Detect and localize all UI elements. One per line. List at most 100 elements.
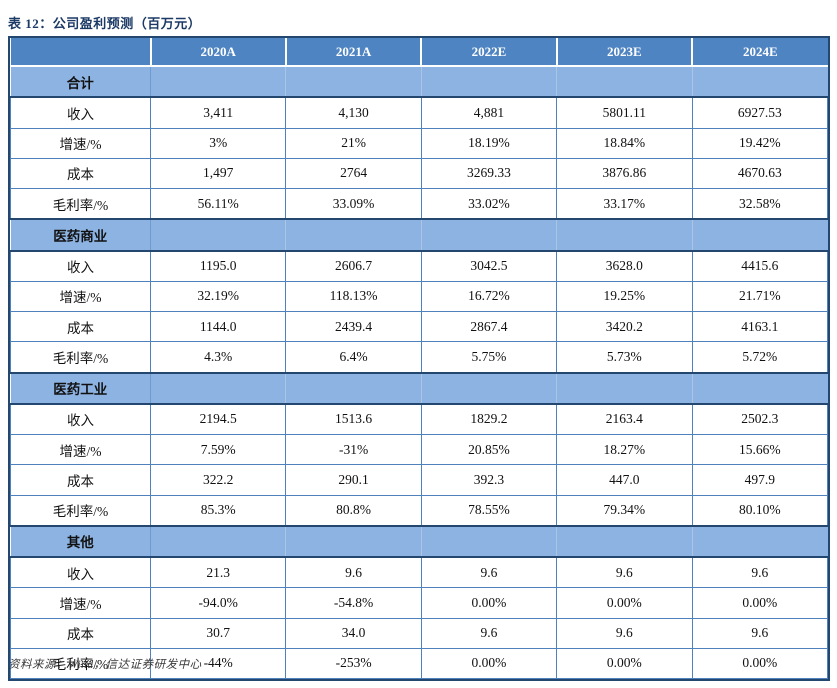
header-cell-2021a: 2021A — [285, 38, 423, 67]
row-label: 收入 — [10, 403, 151, 435]
section-fill-cell — [692, 218, 828, 252]
cell-value: 322.2 — [149, 464, 287, 496]
cell-value: 4.3% — [149, 341, 287, 373]
cell-value: 4415.6 — [691, 250, 829, 282]
header-cell-2022e: 2022E — [421, 38, 558, 67]
section-fill-cell — [692, 64, 828, 99]
cell-value: 1144.0 — [149, 310, 287, 343]
cell-value: 6927.53 — [691, 96, 829, 129]
cell-value: 2502.3 — [691, 403, 829, 435]
header-cell-2024e: 2024E — [692, 38, 828, 67]
section-row: 合计 — [10, 64, 828, 99]
row-label: 毛利率/% — [10, 341, 151, 373]
section-row: 其他 — [10, 524, 828, 559]
row-label: 收入 — [10, 556, 151, 589]
cell-value: 0.00% — [420, 647, 558, 680]
cell-value: 80.10% — [691, 494, 829, 527]
header-cell-2020a: 2020A — [150, 38, 287, 67]
cell-value: 5.72% — [691, 341, 829, 373]
cell-value: 79.34% — [556, 494, 693, 527]
cell-value: 0.00% — [691, 647, 829, 680]
table-row: 增速/% 32.19% 118.13% 16.72% 19.25% 21.71% — [10, 280, 829, 313]
cell-value: 33.02% — [420, 188, 558, 220]
section-fill-cell — [556, 64, 693, 99]
cell-value: 1513.6 — [285, 403, 422, 435]
cell-value: 7.59% — [149, 433, 287, 466]
header-row: 2020A 2021A 2022E 2023E 2024E — [10, 38, 828, 67]
cell-value: 2764 — [285, 157, 422, 190]
cell-value: 3042.5 — [420, 250, 558, 282]
cell-value: 21.71% — [691, 280, 829, 313]
cell-value: 78.55% — [420, 494, 558, 527]
section-row: 医药工业 — [10, 371, 828, 405]
cell-value: 9.6 — [420, 617, 558, 649]
cell-value: 2439.4 — [285, 310, 422, 343]
section-fill-cell — [285, 64, 422, 99]
table-row: 毛利率/% 56.11% 33.09% 33.02% 33.17% 32.58% — [10, 188, 829, 220]
cell-value: 4,881 — [420, 96, 558, 129]
row-label: 成本 — [10, 157, 151, 190]
cell-value: 2606.7 — [285, 250, 422, 282]
cell-value: 5.73% — [556, 341, 693, 373]
section-fill-cell — [421, 371, 558, 405]
cell-value: 0.00% — [691, 587, 829, 619]
section-fill-cell — [150, 524, 287, 559]
cell-value: 34.0 — [285, 617, 422, 649]
section-fill-cell — [285, 371, 422, 405]
cell-value: 33.09% — [285, 188, 422, 220]
cell-value: 118.13% — [285, 280, 422, 313]
header-cell-2023e: 2023E — [556, 38, 694, 67]
cell-value: 4163.1 — [691, 310, 829, 343]
cell-value: 9.6 — [691, 556, 829, 589]
row-label: 增速/% — [10, 280, 151, 313]
cell-value: 4,130 — [285, 96, 422, 129]
section-label: 其他 — [10, 524, 151, 559]
table-row: 成本 30.7 34.0 9.6 9.6 9.6 — [10, 617, 829, 649]
section-fill-cell — [556, 371, 693, 405]
cell-value: 9.6 — [691, 617, 829, 649]
cell-value: -94.0% — [149, 587, 287, 619]
cell-value: 3420.2 — [556, 310, 693, 343]
table-row: 毛利率/% 4.3% 6.4% 5.75% 5.73% 5.72% — [10, 341, 829, 373]
cell-value: 3628.0 — [556, 250, 693, 282]
row-label: 增速/% — [10, 127, 151, 159]
cell-value: 0.00% — [420, 587, 558, 619]
cell-value: 1,497 — [149, 157, 287, 190]
section-fill-cell — [692, 371, 828, 405]
row-label: 毛利率/% — [10, 494, 151, 527]
cell-value: 2194.5 — [149, 403, 287, 435]
row-label: 增速/% — [10, 587, 151, 619]
section-label: 医药商业 — [10, 218, 151, 252]
row-label: 毛利率/% — [10, 188, 151, 220]
cell-value: 447.0 — [556, 464, 693, 496]
row-label: 收入 — [10, 96, 151, 129]
table-row: 增速/% -94.0% -54.8% 0.00% 0.00% 0.00% — [10, 587, 829, 619]
cell-value: 9.6 — [556, 617, 693, 649]
section-row: 医药商业 — [10, 218, 828, 252]
cell-value: 19.25% — [556, 280, 693, 313]
cell-value: 2163.4 — [556, 403, 693, 435]
table-row: 收入 3,411 4,130 4,881 5801.11 6927.53 — [10, 96, 829, 129]
cell-value: 16.72% — [420, 280, 558, 313]
cell-value: 1829.2 — [420, 403, 558, 435]
cell-value: 33.17% — [556, 188, 693, 220]
cell-value: 3876.86 — [556, 157, 693, 190]
table-title: 表 12：公司盈利预测（百万元） — [8, 16, 202, 31]
section-label: 合计 — [10, 64, 151, 99]
cell-value: 18.84% — [556, 127, 693, 159]
cell-value: 32.19% — [149, 280, 287, 313]
cell-value: 3% — [149, 127, 287, 159]
cell-value: 2867.4 — [420, 310, 558, 343]
section-fill-cell — [421, 64, 558, 99]
cell-value: -31% — [285, 433, 422, 466]
cell-value: 392.3 — [420, 464, 558, 496]
profit-forecast-table: 2020A 2021A 2022E 2023E 2024E 合计 收入 3,411 4… — [10, 38, 829, 680]
cell-value: 32.58% — [691, 188, 829, 220]
table-row: 收入 21.3 9.6 9.6 9.6 9.6 — [10, 556, 829, 589]
table-row: 毛利率/% 85.3% 80.8% 78.55% 79.34% 80.10% — [10, 494, 829, 527]
row-label: 增速/% — [10, 433, 151, 466]
cell-value: 21% — [285, 127, 422, 159]
section-fill-cell — [150, 64, 287, 99]
cell-value: 9.6 — [420, 556, 558, 589]
section-fill-cell — [692, 524, 828, 559]
